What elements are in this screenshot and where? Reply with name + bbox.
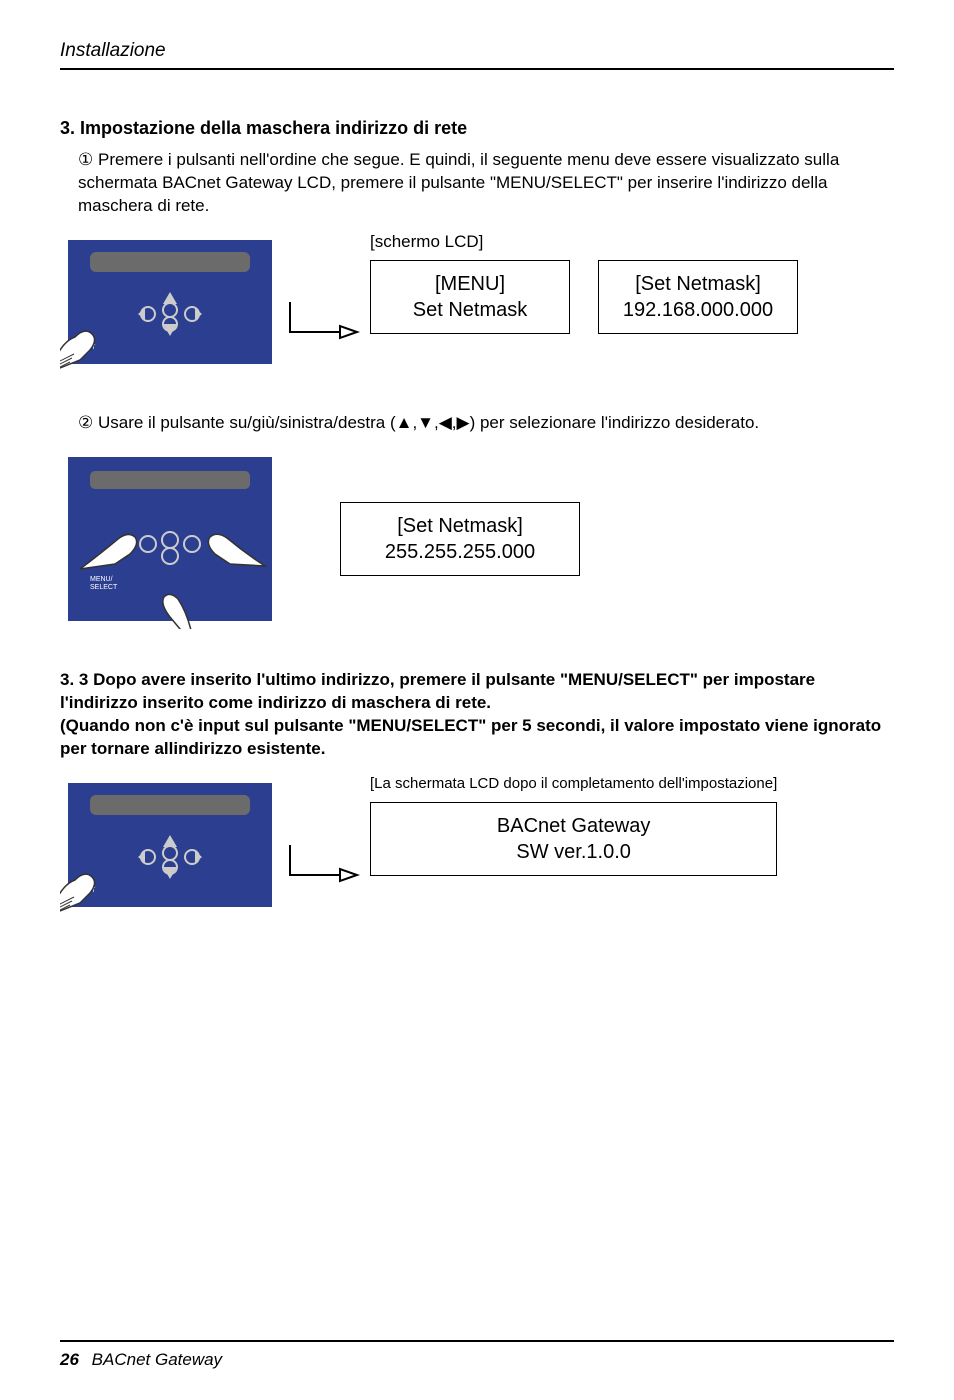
section1-heading: 3. Impostazione della maschera indirizzo… (60, 118, 894, 139)
footer-page: 26 (60, 1350, 79, 1369)
step1-text: ① Premere i pulsanti nell'ordine che seg… (78, 149, 894, 218)
lcd-column-1: [schermo LCD] [MENU] Set Netmask [Set Ne… (370, 232, 798, 334)
section3-line2: (Quando non c'è input sul pulsante "MENU… (60, 715, 894, 761)
footer-title: BACnet Gateway (92, 1350, 222, 1369)
page-footer: 26 BACnet Gateway (60, 1340, 894, 1370)
step2-text: ② Usare il pulsante su/giù/sinistra/dest… (78, 412, 894, 435)
step1-marker: ① (78, 149, 93, 172)
step2-body: Usare il pulsante su/giù/sinistra/destra… (98, 413, 759, 432)
section3-heading: 3. 3 Dopo avere inserito l'ultimo indiri… (60, 669, 894, 761)
diagram3-row: MENU/ SELECT [La schermata LCD dopo il c… (60, 775, 894, 915)
lcd-label-1: [schermo LCD] (370, 232, 798, 252)
lcd-s3-line2: SW ver.1.0.0 (389, 839, 758, 865)
device-illustration-1: MENU/ SELECT (60, 232, 280, 372)
arrow-1 (280, 292, 370, 342)
arrow-3 (280, 835, 370, 885)
lcd-box-menu: [MENU] Set Netmask (370, 260, 570, 334)
lcd-boxes-row-1: [MENU] Set Netmask [Set Netmask] 192.168… (370, 260, 798, 334)
lcd1-line2: Set Netmask (389, 297, 551, 323)
device-illustration-3: MENU/ SELECT (60, 775, 280, 915)
lcd-box-netmask: [Set Netmask] 192.168.000.000 (598, 260, 798, 334)
lcd-s3-line1: BACnet Gateway (389, 813, 758, 839)
section3-line1: 3. 3 Dopo avere inserito l'ultimo indiri… (60, 669, 894, 715)
header-title: Installazione (60, 40, 166, 61)
lcd-box-bacnet: BACnet Gateway SW ver.1.0.0 (370, 802, 777, 876)
lcd2-line1: [Set Netmask] (617, 271, 779, 297)
device-illustration-2: MENU/ SELECT (60, 449, 280, 629)
step2-marker: ② (78, 412, 93, 435)
diagram2-row: MENU/ SELECT [Set Netmask] 255.255.255.0… (60, 449, 894, 629)
svg-text:SELECT: SELECT (90, 584, 118, 591)
section3-caption: [La schermata LCD dopo il completamento … (370, 775, 777, 792)
lcd-box-netmask-2: [Set Netmask] 255.255.255.000 (340, 502, 580, 576)
step1-body: Premere i pulsanti nell'ordine che segue… (78, 150, 839, 215)
diagram1-row: MENU/ SELECT [schermo LCD] [MENU] Set Ne… (60, 232, 894, 372)
lcd-column-3: [La schermata LCD dopo il completamento … (370, 775, 777, 876)
page-header: Installazione (60, 40, 894, 70)
lcd1-line1: [MENU] (389, 271, 551, 297)
lcd-s2-line2: 255.255.255.000 (359, 539, 561, 565)
svg-text:MENU/: MENU/ (90, 576, 113, 583)
lcd-s2-line1: [Set Netmask] (359, 513, 561, 539)
lcd2-line2: 192.168.000.000 (617, 297, 779, 323)
